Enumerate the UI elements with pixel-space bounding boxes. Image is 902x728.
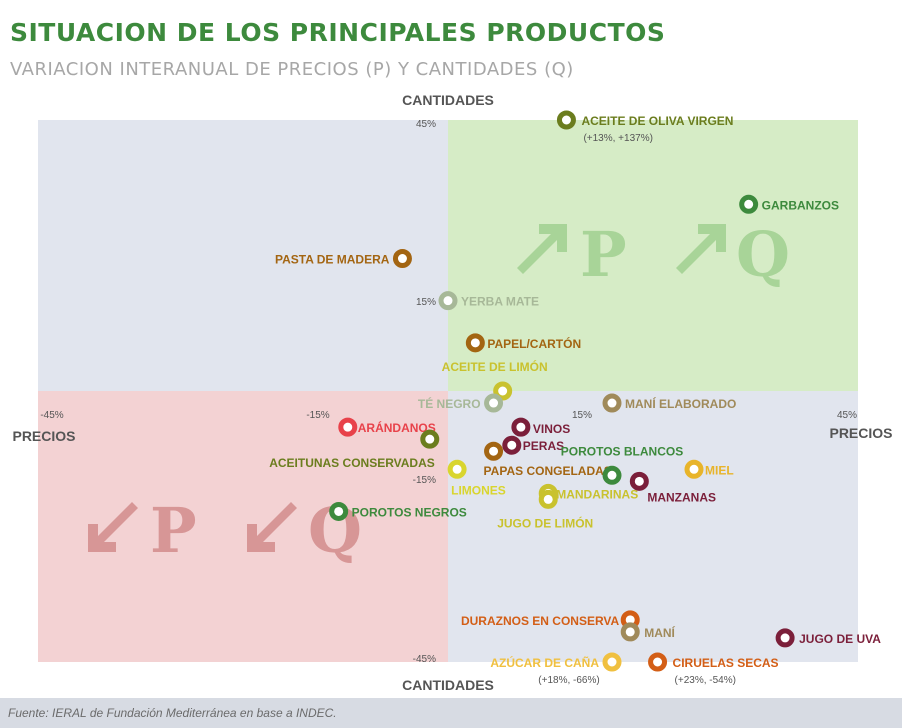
data-point: [493, 381, 513, 401]
x-tick-label: 45%: [837, 410, 857, 421]
data-point: [484, 393, 504, 413]
data-label: TÉ NEGRO: [418, 396, 481, 411]
data-point: [447, 459, 467, 479]
quadrant-bottom-right: [448, 391, 858, 662]
data-point: [629, 471, 649, 491]
data-label: ACEITE DE OLIVA VIRGEN: [581, 114, 733, 128]
data-label: PERAS: [523, 439, 564, 453]
data-label: POROTOS BLANCOS: [561, 444, 683, 458]
data-note: (+18%, -66%): [538, 675, 599, 686]
x-axis-label-right: PRECIOS: [829, 425, 892, 441]
y-tick-label: 15%: [416, 297, 436, 308]
data-label: PASTA DE MADERA: [275, 253, 390, 267]
data-points: ACEITE DE OLIVA VIRGEN (+13%, +137%) GARBA…: [269, 110, 881, 686]
data-point: [739, 194, 759, 214]
data-label: MANDARINAS: [556, 487, 638, 501]
data-label: MANZANAS: [647, 490, 716, 504]
data-point: [438, 291, 458, 311]
data-label: ARÁNDANOS: [358, 420, 436, 435]
data-label: DURAZNOS EN CONSERVA: [461, 614, 620, 628]
data-point: [538, 489, 558, 509]
data-point: [620, 622, 640, 642]
quadrant-bottom-left: [38, 391, 448, 662]
y-tick-label: -15%: [413, 475, 436, 486]
data-label: LIMONES: [451, 483, 506, 497]
arrow-up-right-icon: [676, 224, 726, 274]
data-point: [648, 652, 668, 672]
y-axis-label-bottom: CANTIDADES: [402, 677, 494, 693]
data-point: [775, 628, 795, 648]
arrow-down-left-icon: [88, 502, 138, 552]
data-point: [392, 249, 412, 269]
quadrant-top-left: [38, 120, 448, 391]
data-label: CIRUELAS SECAS: [673, 656, 779, 670]
source-footer: Fuente: IERAL de Fundación Mediterránea …: [0, 698, 902, 728]
data-point: [602, 393, 622, 413]
data-point: [602, 465, 622, 485]
data-label: ACEITE DE LIMÓN: [442, 359, 548, 374]
chart-title: SITUACION DE LOS PRINCIPALES PRODUCTOS: [10, 18, 666, 47]
data-label: YERBA MATE: [461, 295, 539, 309]
data-label: AZÚCAR DE CAÑA: [490, 655, 599, 670]
x-tick-label: -45%: [40, 410, 63, 421]
x-tick-label: -15%: [306, 410, 329, 421]
x-axis-label-left: PRECIOS: [12, 428, 75, 444]
data-point: [511, 417, 531, 437]
data-note: (+13%, +137%): [583, 133, 653, 144]
data-label: MANÍ ELABORADO: [625, 396, 736, 411]
y-tick-label: 45%: [416, 119, 436, 130]
data-label: JUGO DE UVA: [799, 632, 881, 646]
data-label: POROTOS NEGROS: [352, 505, 467, 519]
quadrant-mark-up-p: P: [580, 218, 627, 291]
data-label: MIEL: [705, 463, 734, 477]
quadrant-top-right: [448, 120, 858, 391]
data-point: [329, 501, 349, 521]
data-point: [484, 441, 504, 461]
data-note: (+23%, -54%): [675, 675, 736, 686]
arrow-down-left-icon: [247, 502, 297, 552]
arrow-up-right-icon: [517, 224, 567, 274]
y-tick-label: -45%: [413, 654, 436, 665]
data-label: GARBANZOS: [762, 198, 839, 212]
data-label: VINOS: [533, 422, 570, 436]
data-point: [420, 429, 440, 449]
data-label: PAPAS CONGELADAS: [484, 464, 612, 478]
data-point: [602, 652, 622, 672]
data-point: [556, 110, 576, 130]
quadrant-mark-down-p: P: [150, 494, 197, 567]
data-label: PAPEL/CARTÓN: [487, 336, 581, 351]
data-point: [465, 333, 485, 353]
chart-subtitle: VARIACION INTERANUAL DE PRECIOS (P) Y CA…: [10, 59, 574, 80]
data-label: JUGO DE LIMÓN: [497, 515, 593, 530]
quadrant-mark-up-q: Q: [736, 218, 790, 291]
x-tick-label: 15%: [572, 410, 592, 421]
data-label: MANÍ: [644, 625, 675, 640]
data-point: [684, 459, 704, 479]
data-label: ACEITUNAS CONSERVADAS: [269, 456, 435, 470]
data-point: [338, 417, 358, 437]
data-point: [502, 435, 522, 455]
source-text: Fuente: IERAL de Fundación Mediterránea …: [8, 706, 337, 720]
y-axis-label-top: CANTIDADES: [402, 92, 494, 108]
